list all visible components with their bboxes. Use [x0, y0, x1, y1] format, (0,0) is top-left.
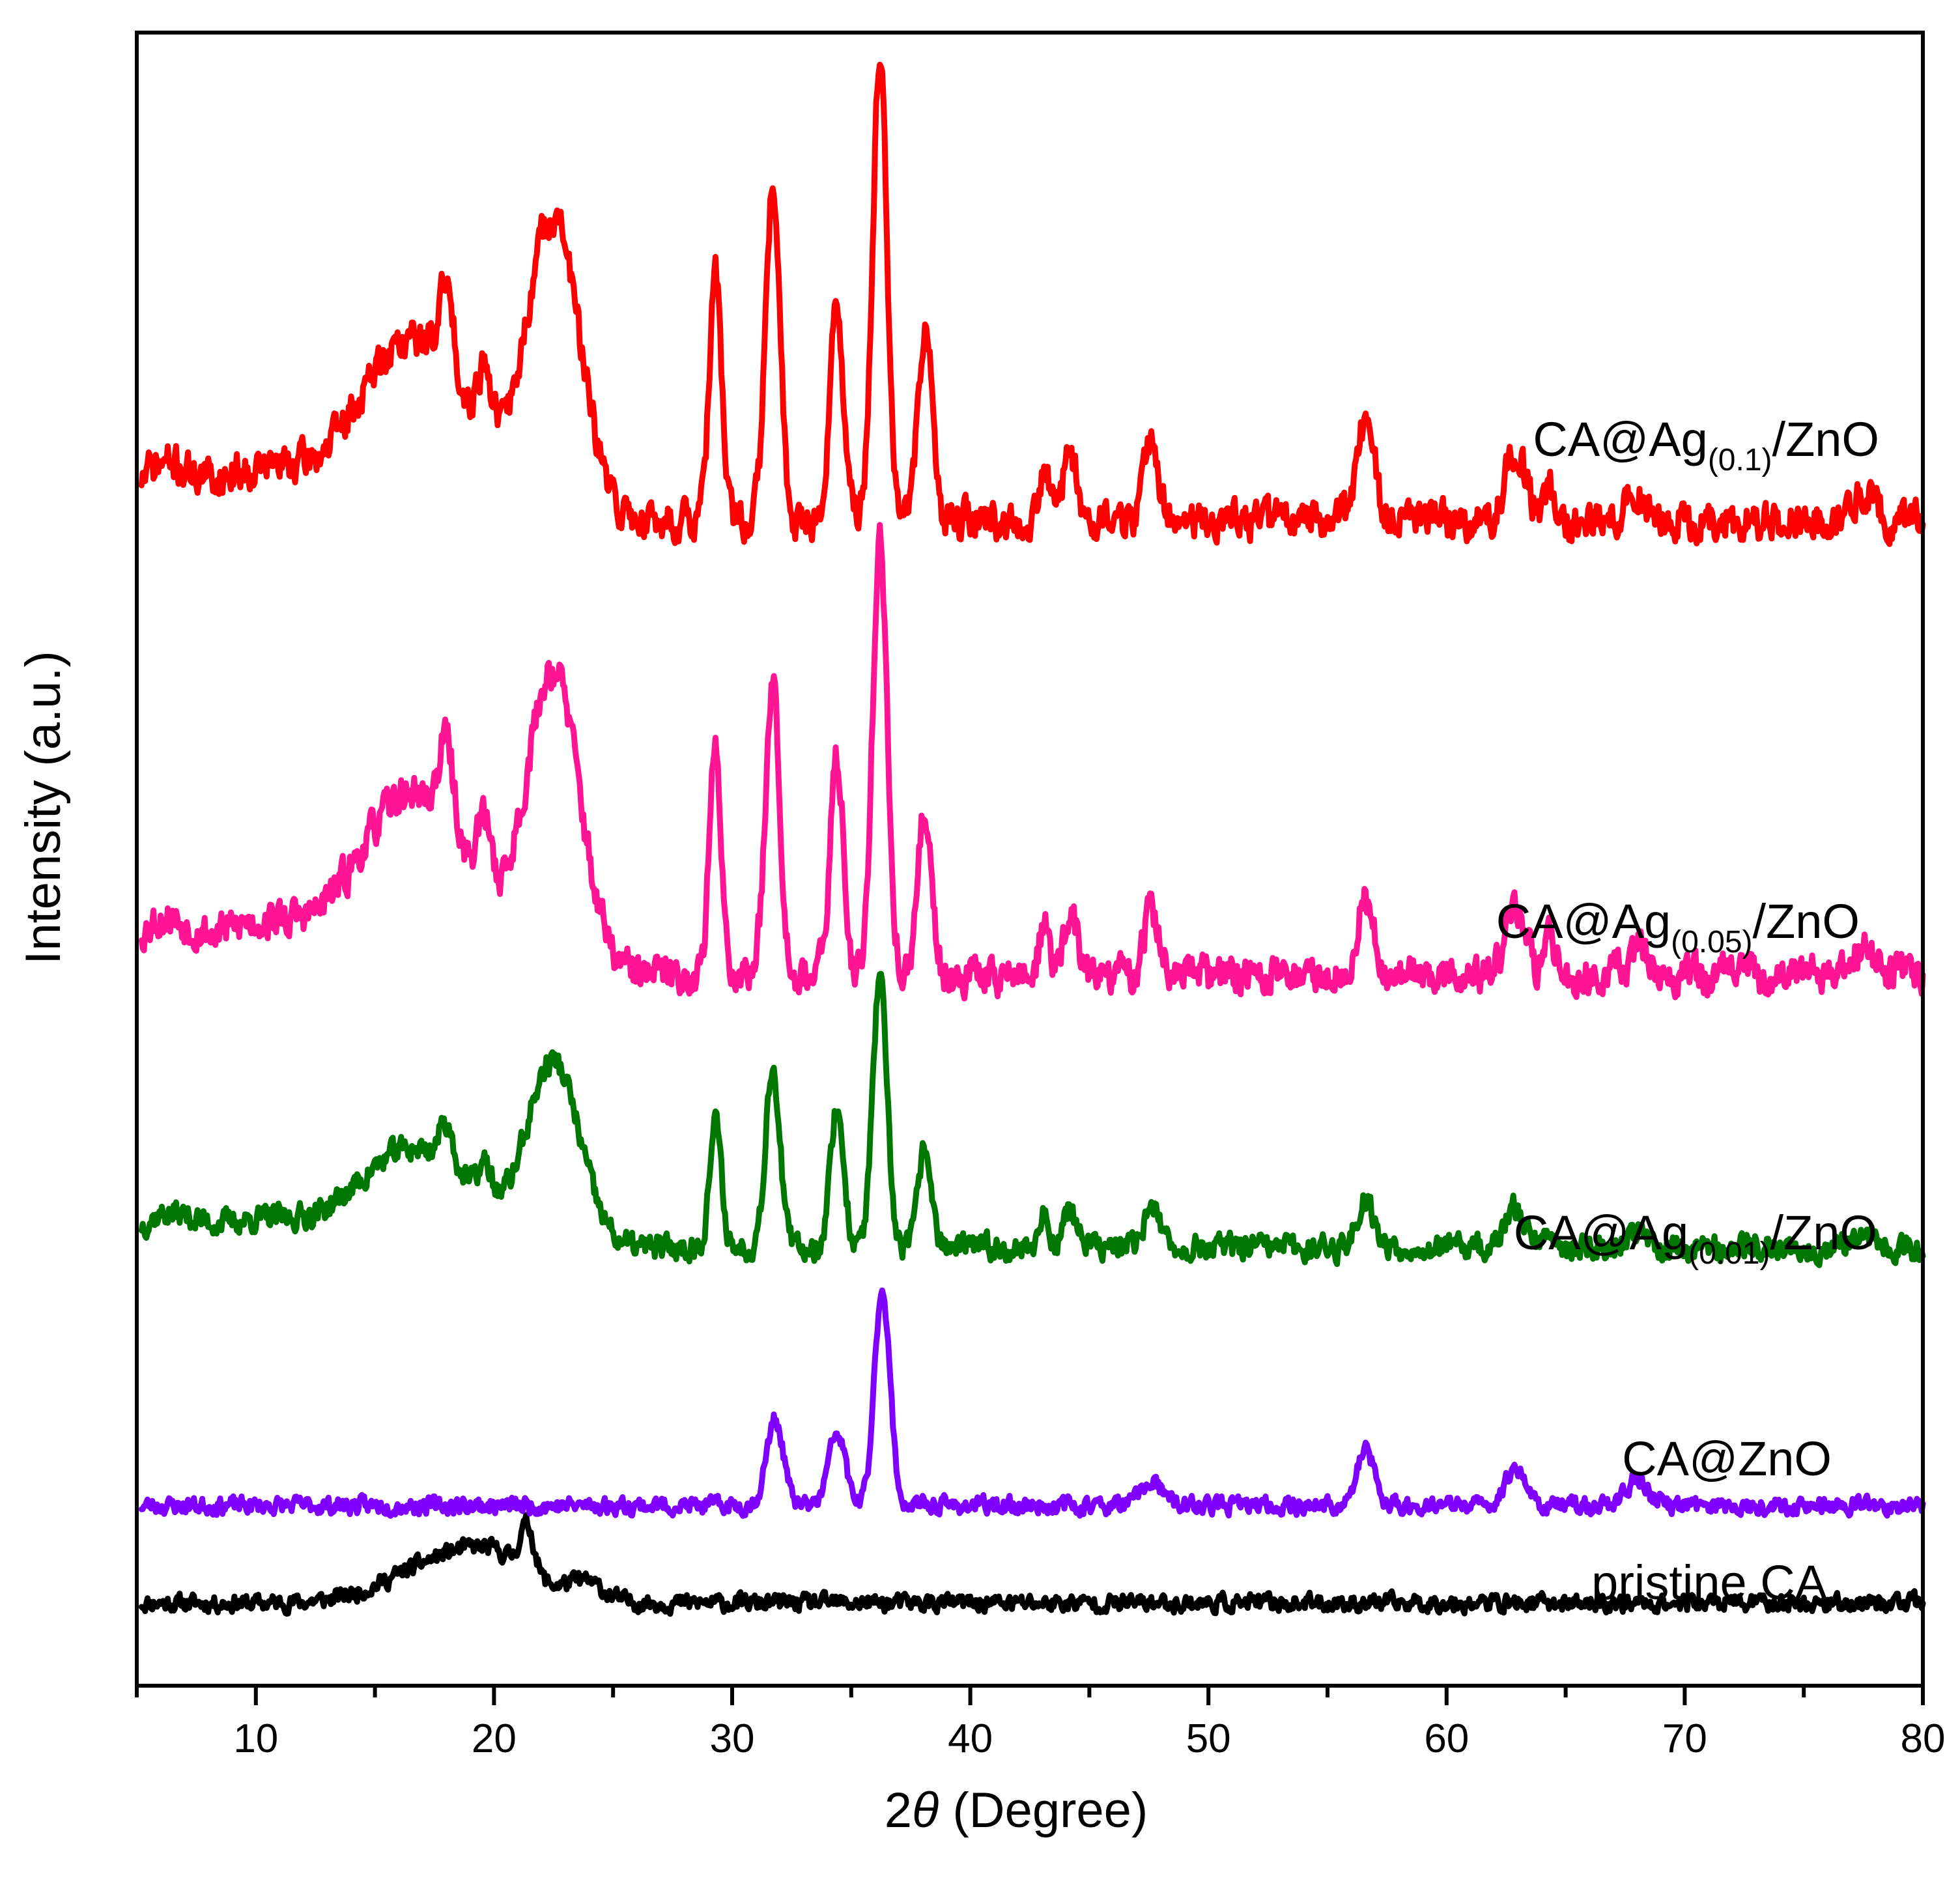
x-tick-label-10: 10	[233, 1716, 278, 1761]
series-label-ca-ag-0-05-zno: CA@Ag(0.05)/ZnO	[1496, 894, 1860, 959]
series-line-ca-zno	[138, 1287, 1926, 1519]
x-tick-label-30: 30	[710, 1716, 755, 1761]
series-label-ca-ag-0-01-zno: CA@Ag(0.01)/ZnO	[1514, 1206, 1877, 1271]
series-label-main: CA@Ag	[1533, 412, 1707, 466]
x-tick-label-40: 40	[948, 1716, 993, 1761]
series-labels: pristine CACA@ZnOCA@Ag(0.01)/ZnOCA@Ag(0.…	[1496, 412, 1879, 1609]
series-label-subscript: (0.1)	[1708, 443, 1772, 477]
x-axis-title: 2θ (Degree)	[885, 1783, 1148, 1838]
series-label-ca-zno: CA@ZnO	[1622, 1432, 1832, 1486]
series-line-pristine-ca	[138, 1512, 1926, 1617]
series-label-pristine-ca: pristine CA	[1591, 1555, 1828, 1609]
x-axis-ticks: 10 20 30 40 50 60 70 80	[135, 1686, 1946, 1761]
series-line-ca-ag-0-1-zno	[138, 61, 1926, 547]
series-label-suffix: /ZnO	[1753, 894, 1860, 948]
series-label-main: CA@ZnO	[1622, 1432, 1832, 1486]
x-tick-label-80: 80	[1901, 1716, 1946, 1761]
series-label-ca-ag-0-1-zno: CA@Ag(0.1)/ZnO	[1533, 412, 1879, 477]
series-line-ca-ag-0-05-zno	[138, 522, 1926, 1002]
series-label-main: CA@Ag	[1514, 1206, 1688, 1260]
series-label-suffix: /ZnO	[1772, 412, 1879, 466]
y-axis-title: Intensity (a.u.)	[16, 651, 71, 965]
x-axis-title-symbol: θ	[912, 1783, 939, 1838]
x-axis-title-prefix: 2	[885, 1783, 912, 1838]
series-layer	[138, 61, 1926, 1617]
series-line-ca-ag-0-01-zno	[138, 971, 1926, 1268]
series-label-main: pristine CA	[1591, 1555, 1828, 1609]
x-tick-label-20: 20	[472, 1716, 517, 1761]
plot-frame	[135, 31, 1925, 1688]
x-tick-label-50: 50	[1186, 1716, 1231, 1761]
x-tick-label-60: 60	[1424, 1716, 1469, 1761]
x-tick-label-70: 70	[1662, 1716, 1707, 1761]
series-label-subscript: (0.05)	[1671, 925, 1752, 959]
series-label-subscript: (0.01)	[1688, 1236, 1770, 1271]
x-axis-title-suffix: (Degree)	[939, 1783, 1148, 1838]
series-label-main: CA@Ag	[1496, 894, 1671, 948]
series-label-suffix: /ZnO	[1770, 1206, 1877, 1260]
